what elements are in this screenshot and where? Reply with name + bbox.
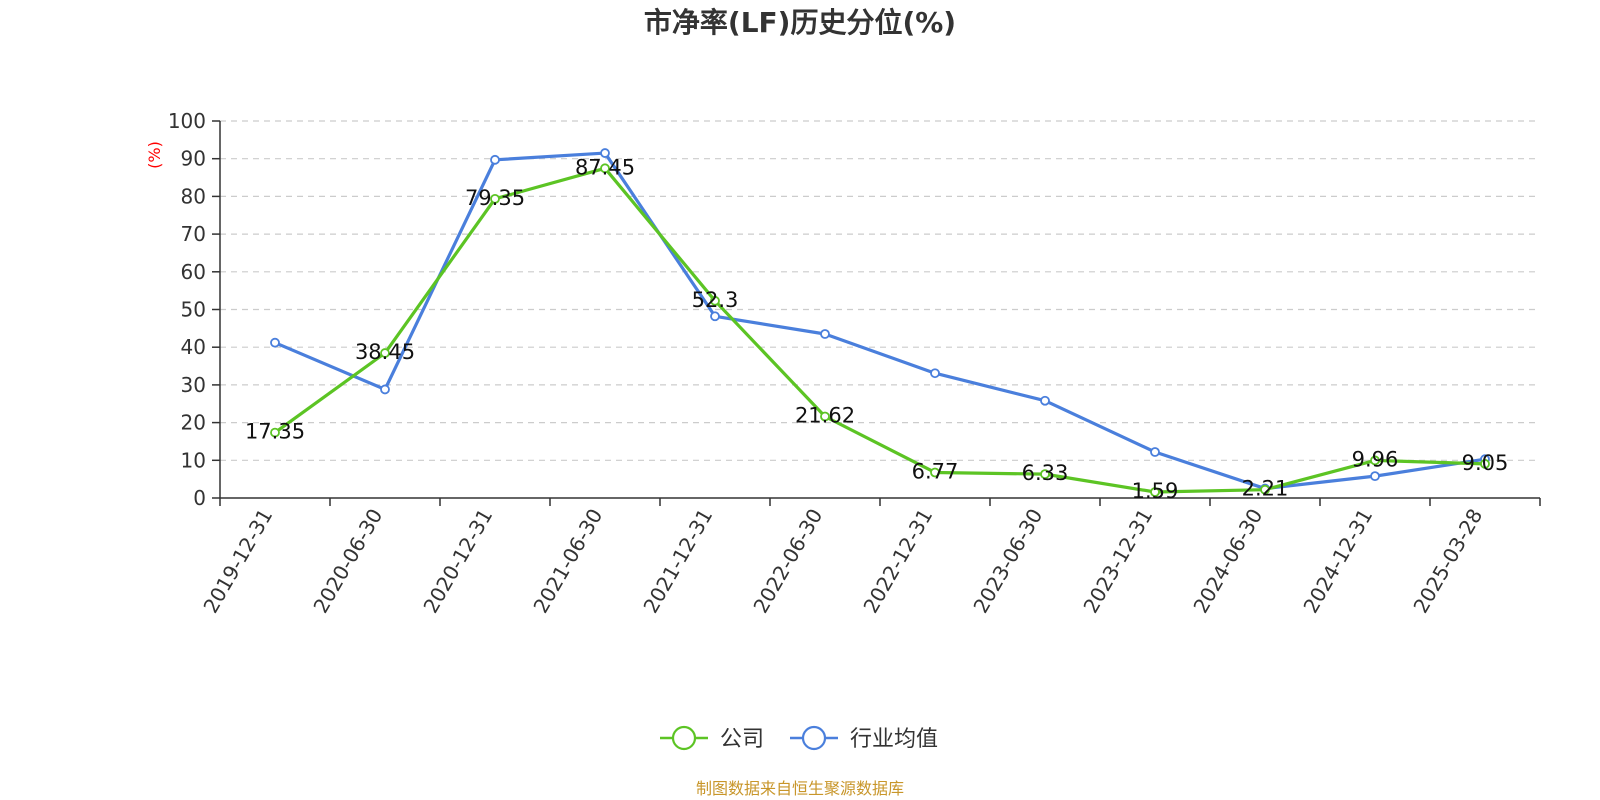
legend-item-0[interactable]: 公司	[660, 725, 764, 752]
data-point	[1150, 447, 1160, 457]
y-tick-label: 40	[181, 335, 206, 359]
legend-circle-icon	[801, 725, 827, 751]
data-point	[1150, 487, 1160, 497]
data-labels: 17.35 38.45 79.35 87.45 52.3 21.62 6.77 6.33 1.5…	[245, 155, 1508, 503]
legend[interactable]: 公司 行业均值	[660, 725, 938, 752]
x-tick-label: 2023-12-31	[1078, 505, 1157, 618]
data-point	[490, 154, 500, 165]
data-point	[1040, 469, 1050, 480]
data-label: 87.45	[575, 155, 635, 179]
y-tick-label: 30	[181, 373, 206, 397]
legend-label: 公司	[720, 727, 764, 752]
data-point	[600, 163, 610, 174]
x-tick-label: 2023-06-30	[968, 505, 1047, 618]
data-label: 1.59	[1132, 479, 1179, 503]
data-point	[1480, 458, 1490, 469]
grid-lines	[220, 120, 1540, 461]
data-point	[1040, 395, 1050, 406]
x-tick-label: 2020-12-31	[418, 505, 497, 618]
x-tick-label: 2021-12-31	[638, 505, 717, 618]
series-1	[270, 148, 1490, 494]
data-point	[270, 427, 280, 438]
data-point	[1370, 455, 1380, 466]
series-layer	[270, 148, 1490, 497]
x-tick-label: 2024-12-31	[1298, 505, 1377, 618]
data-point	[600, 148, 610, 158]
y-tick-label: 80	[181, 184, 206, 208]
y-tick-label: 10	[181, 448, 206, 472]
data-point	[710, 311, 720, 322]
y-axis-ticks: 0 10 20 30 40 50 60 70 80 90 100	[168, 109, 220, 510]
data-label: 2.21	[1242, 477, 1289, 501]
data-point	[930, 368, 940, 379]
data-point	[490, 193, 500, 204]
data-point	[710, 295, 720, 306]
chart-title: 市净率(LF)历史分位(%)	[644, 6, 956, 39]
source-note: 制图数据来自恒生聚源数据库	[696, 779, 904, 798]
series-line	[274, 166, 1486, 494]
legend-circle-icon	[671, 725, 697, 751]
data-label: 9.96	[1352, 447, 1399, 471]
y-tick-label: 20	[181, 411, 206, 435]
data-label: 38.45	[355, 340, 415, 364]
y-tick-label: 0	[193, 486, 206, 510]
y-tick-label: 60	[181, 260, 206, 284]
x-tick-label: 2024-06-30	[1188, 505, 1267, 618]
data-label: 52.3	[692, 288, 739, 312]
series-0	[270, 163, 1490, 497]
legend-label: 行业均值	[850, 727, 938, 752]
x-tick-label: 2025-03-28	[1408, 505, 1487, 618]
x-tick-label: 2022-06-30	[748, 505, 827, 618]
data-point	[820, 411, 830, 422]
y-tick-label: 90	[181, 147, 206, 171]
x-tick-label: 2020-06-30	[308, 505, 387, 618]
data-label: 21.62	[795, 403, 855, 427]
data-point	[930, 467, 940, 478]
data-label: 6.33	[1022, 461, 1069, 485]
x-axis-ticks: 2019-12-31 2020-06-30 2020-12-31 2021-06-30…	[198, 498, 1541, 618]
x-tick-label: 2022-12-31	[858, 505, 937, 618]
data-point	[1260, 484, 1270, 495]
y-tick-label: 70	[181, 222, 206, 246]
x-tick-label: 2021-06-30	[528, 505, 607, 618]
data-point	[1370, 471, 1380, 482]
data-label: 79.35	[465, 186, 525, 210]
legend-item-1[interactable]: 行业均值	[790, 725, 938, 752]
data-label: 17.35	[245, 420, 305, 444]
y-axis-unit-label: (%)	[145, 141, 164, 169]
data-label: 6.77	[912, 459, 959, 483]
y-tick-label: 100	[168, 109, 206, 133]
y-tick-label: 50	[181, 298, 206, 322]
data-point	[380, 348, 390, 358]
data-point	[380, 384, 390, 395]
data-point	[820, 329, 830, 339]
x-tick-label: 2019-12-31	[198, 505, 277, 618]
data-label: 9.05	[1462, 451, 1509, 475]
series-line	[274, 151, 1486, 491]
data-point	[270, 337, 280, 348]
